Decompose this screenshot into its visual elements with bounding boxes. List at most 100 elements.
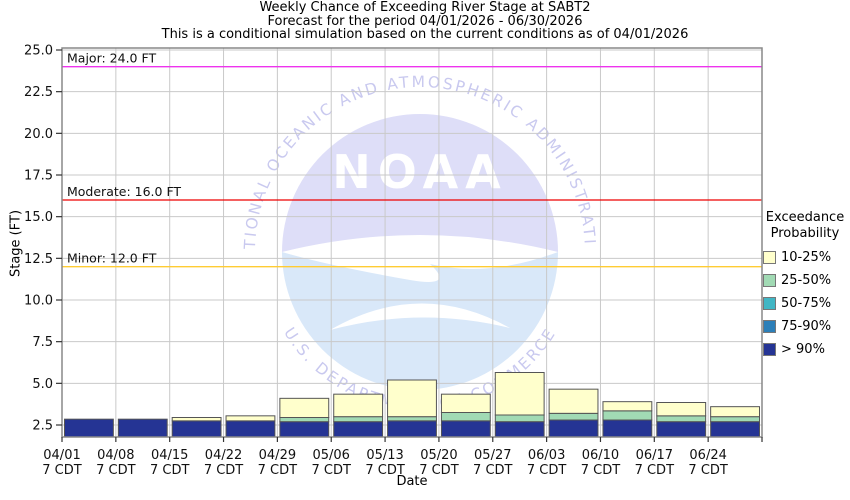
legend-label: 10-25% (781, 250, 832, 265)
y-tick-label: 20.0 (24, 127, 53, 142)
bar-week-04-22 (225, 415, 276, 438)
legend-item: 50-75% (763, 296, 849, 311)
bar-segment (656, 421, 707, 438)
bar-segment (279, 421, 330, 438)
bar-week-06-17 (656, 402, 707, 438)
x-tick-label-date: 04/29 (259, 448, 296, 463)
bar-week-04-01 (64, 418, 114, 438)
bar-segment (387, 379, 437, 418)
legend-label: 25-50% (781, 273, 832, 288)
noaa-emblem-sky (282, 114, 558, 252)
bar-segment (387, 420, 437, 438)
legend-item: > 90% (763, 342, 849, 357)
bar-segment (440, 412, 491, 422)
flood-threshold-label: Major: 24.0 FT (67, 51, 156, 66)
x-tick-label-time: 7 CDT (688, 463, 727, 478)
chart-title: Weekly Chance of Exceeding River Stage a… (259, 0, 591, 15)
bar-segment (225, 420, 276, 438)
noaa-wordmark: NOAA (332, 145, 508, 199)
x-tick-label-time: 7 CDT (635, 463, 674, 478)
y-tick-label: 5.0 (32, 377, 53, 392)
bar-segment (548, 419, 599, 438)
legend-swatch (763, 320, 776, 333)
bar-week-04-15 (171, 417, 222, 438)
bar-segment (171, 420, 222, 438)
x-tick-label-date: 06/24 (689, 448, 726, 463)
bar-segment (333, 421, 384, 438)
y-tick-label: 22.5 (24, 85, 53, 100)
bar-segment (602, 419, 653, 438)
flood-threshold-label: Moderate: 16.0 FT (67, 184, 181, 199)
bar-segment (117, 418, 168, 438)
flood-threshold-label: Minor: 12.0 FT (67, 251, 157, 266)
x-tick-label-time: 7 CDT (581, 463, 620, 478)
bar-segment (64, 418, 114, 438)
x-tick-label-date: 06/03 (528, 448, 565, 463)
legend-swatch (763, 274, 776, 287)
bar-week-04-08 (117, 418, 168, 438)
x-tick-label-date: 06/17 (636, 448, 673, 463)
y-axis-label: Stage (FT) (8, 209, 24, 278)
bar-week-04-29 (279, 397, 330, 438)
x-tick-label-time: 7 CDT (258, 463, 297, 478)
bar-segment (225, 415, 276, 422)
legend-item: 10-25% (763, 250, 849, 265)
y-tick-label: 17.5 (24, 169, 53, 184)
y-tick-label: 25.0 (24, 44, 53, 59)
legend-title-line2: Probability (770, 226, 840, 241)
bar-segment (548, 412, 599, 421)
legend-swatch (763, 251, 776, 264)
legend-label: 75-90% (781, 319, 832, 334)
x-tick-label-date: 05/20 (420, 448, 457, 463)
legend-title-line1: Exceedance (765, 210, 845, 225)
bar-week-06-03 (548, 388, 599, 438)
chart-subtitle: Forecast for the period 04/01/2026 - 06/… (267, 13, 583, 29)
bar-segment (710, 416, 761, 423)
bar-segment (602, 401, 653, 412)
y-tick-label: 2.5 (32, 419, 53, 434)
x-tick-label-date: 06/10 (582, 448, 619, 463)
bar-segment (333, 416, 384, 423)
bar-segment (656, 402, 707, 417)
bar-segment (440, 420, 491, 438)
x-tick-label-time: 7 CDT (473, 463, 512, 478)
x-tick-label-date: 05/06 (312, 448, 349, 463)
y-tick-label: 7.5 (32, 335, 53, 350)
bar-week-05-06 (333, 393, 384, 438)
bar-segment (494, 421, 545, 438)
bar-segment (656, 415, 707, 423)
axis-ticks (56, 49, 763, 442)
bar-segment (387, 416, 437, 422)
legend-label: 50-75% (781, 296, 832, 311)
chart-note: This is a conditional simulation based o… (161, 27, 689, 42)
x-axis-label: Date (396, 474, 428, 489)
legend-item: 75-90% (763, 319, 849, 334)
y-tick-label: 10.0 (24, 294, 53, 309)
bar-week-05-20 (440, 393, 491, 438)
x-tick-label-date: 04/01 (43, 448, 80, 463)
legend-swatch (763, 297, 776, 310)
threshold-labels: Major: 24.0 FT Moderate: 16.0 FT Minor: 12… (67, 51, 181, 266)
bar-segment (494, 372, 545, 416)
noaa-wave (330, 303, 510, 330)
chart-title-block: Weekly Chance of Exceeding River Stage a… (0, 1, 850, 42)
bar-week-05-13 (387, 379, 437, 438)
legend-swatch (763, 343, 776, 356)
bar-segment (171, 417, 222, 422)
bar-week-05-27 (494, 372, 545, 438)
x-tick-label-date: 04/15 (151, 448, 188, 463)
gridlines (62, 48, 762, 437)
bar-segment (333, 393, 384, 418)
probability-bars (64, 372, 761, 438)
legend-item: 25-50% (763, 273, 849, 288)
noaa-emblem-sea (282, 252, 558, 390)
bar-segment (279, 397, 330, 419)
bar-week-06-10 (602, 401, 653, 438)
y-tick-label: 12.5 (24, 252, 53, 267)
x-tick-label-time: 7 CDT (204, 463, 243, 478)
x-tick-label-time: 7 CDT (312, 463, 351, 478)
bar-segment (548, 388, 599, 414)
x-tick-label-time: 7 CDT (150, 463, 189, 478)
x-tick-label-date: 05/13 (366, 448, 403, 463)
